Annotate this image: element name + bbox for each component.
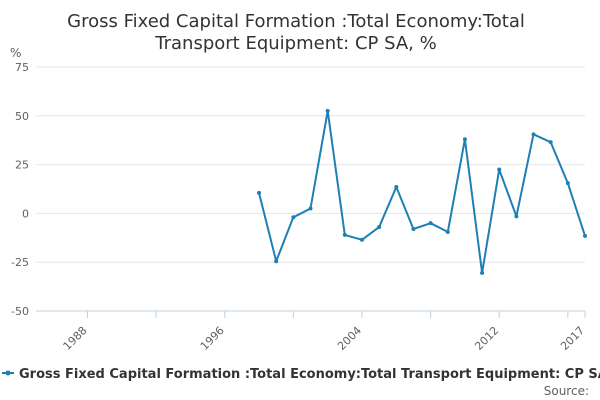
source-credit[interactable]: Source: [544, 384, 589, 398]
legend[interactable]: Gross Fixed Capital Formation :Total Eco… [2, 367, 600, 382]
data-point [480, 270, 485, 275]
x-axis: 1988 1996 2004 2012 2017 [36, 310, 587, 353]
x-tick-label: 1988 [61, 324, 90, 353]
data-point [514, 214, 519, 219]
x-tick-label: 2004 [335, 324, 364, 353]
x-tick-label: 2012 [472, 324, 501, 353]
gridlines [36, 66, 585, 263]
data-point [394, 185, 399, 190]
x-tick-label: 1996 [198, 324, 227, 353]
series-line [258, 109, 586, 274]
data-point [359, 237, 364, 242]
data-point [583, 233, 587, 238]
legend-label: Gross Fixed Capital Formation :Total Eco… [19, 367, 600, 382]
y-tick-label: -50 [11, 305, 29, 318]
y-axis-unit: % [10, 46, 21, 60]
data-point [257, 190, 262, 195]
data-point [308, 206, 313, 211]
y-tick-label: 75 [15, 61, 29, 74]
data-point [445, 229, 450, 234]
y-tick-label: 50 [15, 110, 29, 123]
data-point [497, 167, 502, 172]
legend-point-marker [5, 370, 11, 376]
data-point [428, 221, 433, 226]
data-point [325, 108, 330, 113]
data-point [377, 225, 382, 230]
data-point [291, 215, 296, 220]
data-point [411, 227, 416, 232]
data-point [565, 181, 570, 186]
y-axis-ticks: 75 50 25 0 -25 -50 [11, 61, 29, 318]
series-lines [257, 108, 587, 275]
x-tick-label: 2017 [558, 324, 587, 353]
y-tick-label: 0 [22, 207, 29, 220]
y-tick-label: -25 [11, 256, 29, 269]
data-point [342, 232, 347, 237]
chart-title-line-1: Gross Fixed Capital Formation :Total Eco… [67, 11, 525, 32]
data-point [274, 259, 279, 264]
y-tick-label: 25 [15, 159, 29, 172]
data-point [548, 140, 553, 145]
chart-title-line-2: Transport Equipment: CP SA, % [154, 33, 436, 54]
data-point [531, 132, 536, 137]
data-point [462, 137, 467, 142]
